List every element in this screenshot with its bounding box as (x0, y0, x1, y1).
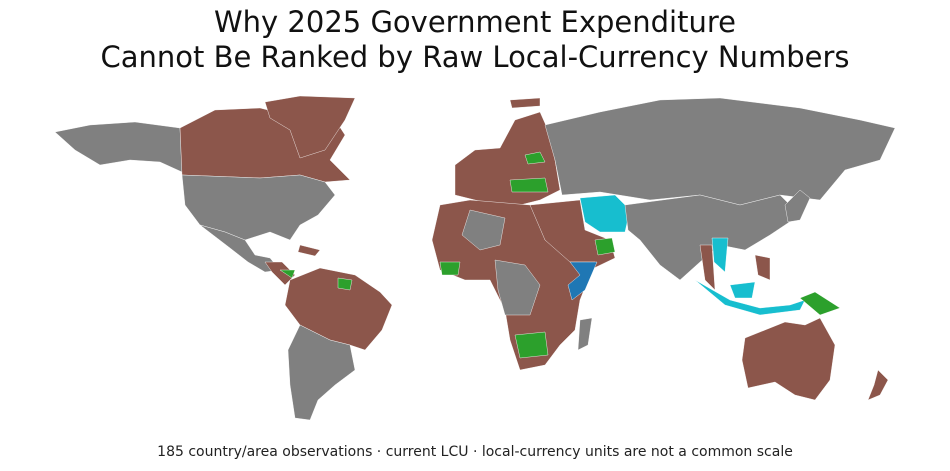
region (279, 269, 296, 279)
title-line: Cannot Be Ranked by Raw Local-Currency N… (100, 40, 849, 74)
region (181, 174, 336, 241)
region (754, 254, 771, 281)
region (54, 121, 183, 173)
region (439, 261, 461, 276)
region (624, 194, 801, 281)
title-line: Why 2025 Government Expenditure (214, 5, 736, 39)
region (711, 237, 729, 273)
region (264, 95, 356, 159)
world-map (54, 95, 896, 421)
region (577, 317, 593, 351)
region (729, 281, 756, 299)
region (699, 244, 716, 291)
region (524, 151, 546, 165)
region (867, 369, 889, 401)
region (337, 277, 353, 291)
region (494, 259, 541, 316)
region (514, 331, 549, 359)
region (284, 267, 393, 351)
region (579, 194, 631, 233)
region (509, 177, 549, 193)
region (567, 261, 598, 301)
region (594, 237, 616, 256)
region (297, 244, 321, 257)
region (461, 209, 506, 251)
region (784, 189, 811, 223)
region (509, 97, 541, 109)
region (799, 291, 841, 316)
footnote: 185 country/area observations · current … (157, 444, 793, 460)
region (544, 97, 896, 206)
region (287, 324, 356, 421)
region (741, 317, 836, 401)
